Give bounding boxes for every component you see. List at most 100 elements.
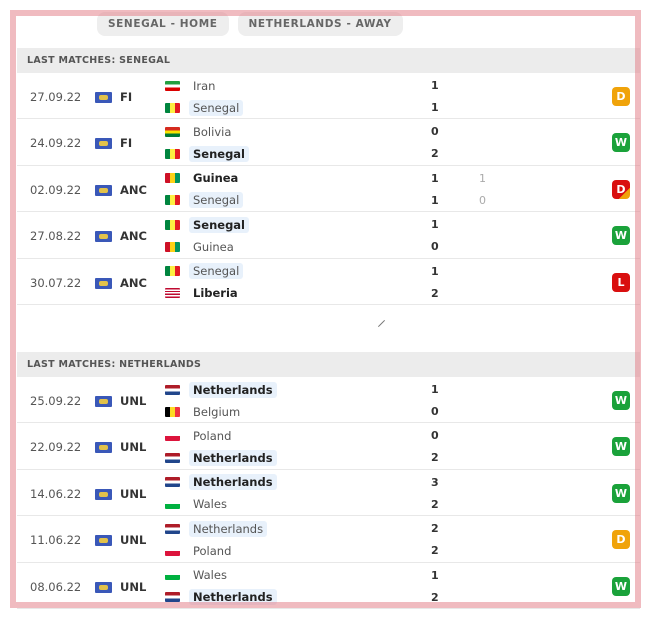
bolivia-flag-icon	[165, 126, 180, 137]
match-date: 11.06.22	[30, 533, 82, 548]
away-team[interactable]: Netherlands	[165, 588, 277, 607]
match-row[interactable]: 27.08.22 ANC Senegal Guinea 1 0 W	[17, 212, 640, 259]
competition-code: UNL	[120, 579, 147, 594]
away-score: 2	[431, 497, 439, 511]
competition-code: FI	[120, 90, 133, 104]
competition-icon	[95, 488, 112, 500]
wales-flag-icon	[165, 570, 180, 581]
competition-icon	[95, 442, 112, 454]
team-name: Senegal	[189, 192, 244, 209]
netherlands-flag-icon	[165, 384, 180, 395]
away-score: 1	[431, 193, 439, 207]
result-badge: W	[612, 226, 630, 246]
team-name: Poland	[193, 428, 232, 443]
competition-code: UNL	[120, 440, 147, 455]
team-name: Netherlands	[189, 474, 277, 491]
home-score: 1	[431, 171, 439, 185]
result-badge: D	[612, 530, 630, 550]
iran-flag-icon	[165, 80, 180, 91]
match-date: 27.09.22	[30, 90, 82, 104]
away-team[interactable]: Guinea	[165, 237, 238, 256]
team-name: Belgium	[193, 404, 241, 419]
away-score: 2	[431, 286, 439, 300]
home-team[interactable]: Netherlands	[165, 519, 268, 538]
home-team[interactable]: Bolivia	[165, 122, 235, 141]
home-team[interactable]: Poland	[165, 426, 235, 445]
away-team[interactable]: Wales	[165, 495, 231, 514]
section-header: LAST MATCHES: SENEGAL	[17, 48, 640, 73]
home-score: 0	[431, 429, 439, 443]
senegal-flag-icon	[165, 148, 180, 159]
home-score: 1	[431, 218, 439, 232]
away-penalty-score: 0	[479, 193, 486, 207]
competition-icon	[95, 92, 112, 103]
result-badge: W	[612, 483, 630, 503]
away-team[interactable]: Poland	[165, 541, 235, 560]
home-team[interactable]: Senegal	[165, 262, 244, 281]
match-date: 30.07.22	[30, 275, 82, 290]
home-team[interactable]: Netherlands	[165, 380, 277, 399]
home-score: 3	[431, 475, 439, 489]
match-row[interactable]: 14.06.22 UNL Netherlands Wales 3 2 W	[17, 470, 640, 517]
home-score: 1	[431, 79, 439, 92]
home-score: 1	[431, 568, 439, 582]
competition-icon	[95, 277, 112, 289]
tab-senegal-home[interactable]: SENEGAL - HOME	[97, 12, 229, 36]
match-row[interactable]: 30.07.22 ANC Senegal Liberia 1 2 L	[17, 259, 640, 305]
team-name: Bolivia	[193, 124, 232, 139]
team-name: Iran	[193, 78, 216, 93]
result-badge: D	[612, 179, 630, 199]
match-row[interactable]: 02.09.22 ANC Guinea Senegal 1 1 1 0 D	[17, 166, 640, 213]
match-date: 24.09.22	[30, 136, 82, 151]
competition-code: UNL	[120, 533, 147, 548]
team-name: Wales	[193, 497, 227, 512]
netherlands-flag-icon	[165, 477, 180, 488]
home-team[interactable]: Wales	[165, 566, 231, 585]
competition-icon	[95, 138, 112, 150]
match-row[interactable]: 22.09.22 UNL Poland Netherlands 0 2 W	[17, 423, 640, 470]
section-header: LAST MATCHES: NETHERLANDS	[17, 352, 640, 377]
netherlands-flag-icon	[165, 452, 180, 463]
away-score: 1	[431, 101, 439, 114]
home-team[interactable]: Guinea	[165, 169, 242, 188]
home-team[interactable]: Netherlands	[165, 473, 277, 492]
away-score: 2	[431, 147, 439, 161]
competition-code: UNL	[120, 394, 147, 408]
away-team[interactable]: Senegal	[165, 144, 250, 163]
home-penalty-score: 1	[479, 171, 486, 185]
competition-code: ANC	[120, 229, 147, 244]
netherlands-flag-icon	[165, 592, 180, 603]
match-row[interactable]: 27.09.22 FI Iran Senegal 1 1 D	[17, 73, 640, 120]
team-name: Guinea	[193, 239, 234, 254]
match-date: 08.06.22	[30, 579, 82, 594]
senegal-flag-icon	[165, 102, 180, 113]
match-row[interactable]: 24.09.22 FI Bolivia Senegal 0 2 W	[17, 119, 640, 166]
match-row[interactable]: 25.09.22 UNL Netherlands Belgium 1 0 W	[17, 377, 640, 424]
match-row[interactable]: 11.06.22 UNL Netherlands Poland 2 2 D	[17, 516, 640, 563]
team-name: Liberia	[193, 286, 238, 301]
match-row[interactable]: 08.06.22 UNL Wales Netherlands 1 2 W	[17, 563, 640, 609]
home-team[interactable]: Senegal	[165, 215, 250, 234]
senegal-flag-icon	[165, 266, 180, 277]
team-name: Guinea	[193, 171, 239, 186]
away-team[interactable]: Senegal	[165, 98, 244, 117]
team-name: Senegal	[189, 216, 250, 233]
venue-tabs: SENEGAL - HOME NETHERLANDS - AWAY	[97, 12, 403, 36]
team-name: Wales	[193, 568, 227, 583]
home-team[interactable]: Iran	[165, 76, 219, 95]
tab-netherlands-away[interactable]: NETHERLANDS - AWAY	[237, 12, 403, 36]
away-team[interactable]: Liberia	[165, 284, 242, 303]
away-team[interactable]: Belgium	[165, 402, 244, 421]
result-badge: L	[612, 272, 630, 292]
competition-icon	[95, 231, 112, 243]
resize-handle-icon	[377, 319, 386, 328]
away-score: 2	[431, 590, 439, 604]
liberia-flag-icon	[165, 288, 180, 299]
competition-code: ANC	[120, 275, 147, 290]
away-score: 2	[431, 544, 439, 558]
guinea-flag-icon	[165, 173, 180, 184]
team-name: Senegal	[189, 263, 244, 280]
away-team[interactable]: Senegal	[165, 191, 244, 210]
away-team[interactable]: Netherlands	[165, 448, 277, 467]
guinea-flag-icon	[165, 241, 180, 252]
